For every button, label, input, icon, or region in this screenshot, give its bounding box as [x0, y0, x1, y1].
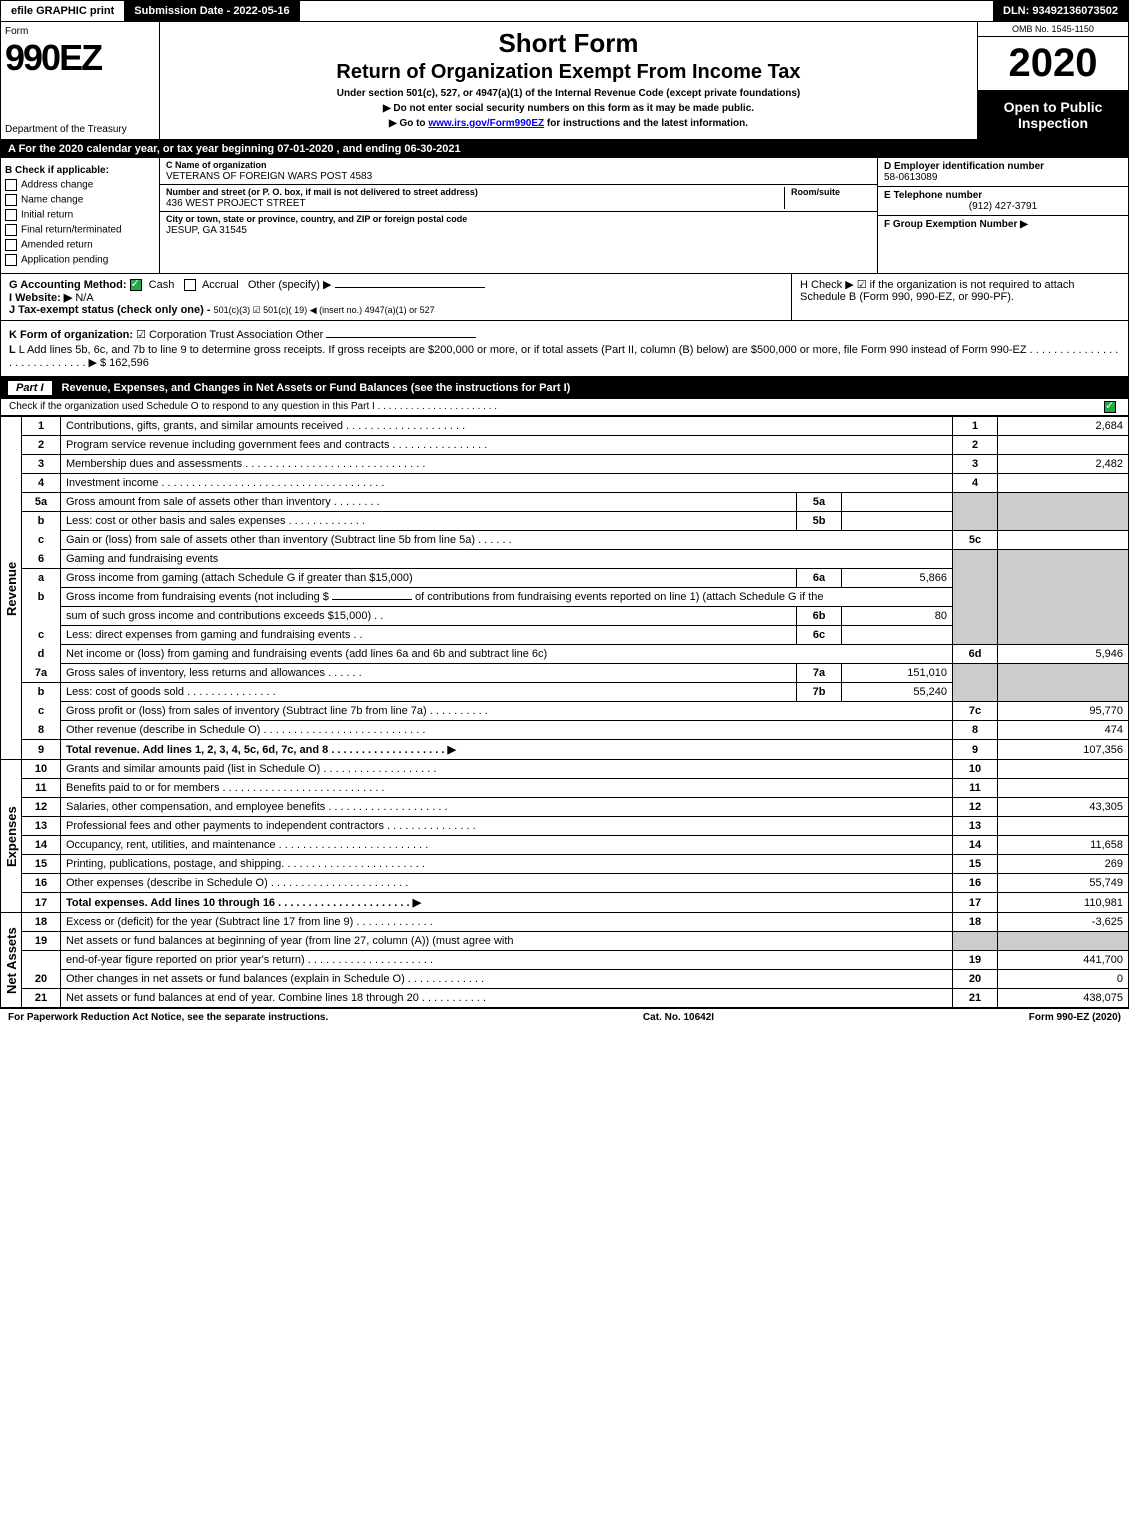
cat-number: Cat. No. 10642I [643, 1012, 714, 1023]
c-label: C Name of organization [166, 160, 267, 170]
addr-label: Number and street (or P. O. box, if mail… [166, 187, 478, 197]
checkbox-column: B Check if applicable: Address change Na… [1, 158, 160, 273]
line19-amt: 441,700 [998, 951, 1129, 970]
page-footer: For Paperwork Reduction Act Notice, see … [0, 1008, 1129, 1026]
dln-label: DLN: 93492136073502 [993, 1, 1128, 21]
line12-amt: 43,305 [998, 798, 1129, 817]
line11-amt [998, 779, 1129, 798]
line8-amt: 474 [998, 721, 1129, 740]
short-form-title: Short Form [164, 28, 973, 59]
netassets-section-label: Net Assets [1, 913, 22, 1008]
accounting-method: G Accounting Method: Cash Accrual Other … [9, 278, 783, 291]
subtitle: Under section 501(c), 527, or 4947(a)(1)… [164, 88, 973, 99]
ein-label: D Employer identification number [884, 161, 1044, 172]
irs-link[interactable]: www.irs.gov/Form990EZ [428, 118, 544, 129]
org-name: VETERANS OF FOREIGN WARS POST 4583 [166, 171, 372, 182]
form-id-box: Form 990EZ Department of the Treasury [1, 22, 160, 139]
room-label: Room/suite [791, 187, 840, 197]
form-number: 990EZ [5, 37, 155, 79]
schedule-b-check: H Check ▶ ☑ if the organization is not r… [791, 274, 1128, 320]
year-box: OMB No. 1545-1150 2020 Open to Public In… [977, 22, 1128, 139]
line6d-amt: 5,946 [998, 645, 1129, 664]
line5c-amt [998, 531, 1129, 550]
line2-amt [998, 436, 1129, 455]
line1-amt: 2,684 [998, 417, 1129, 436]
revenue-section-label: Revenue [1, 417, 22, 760]
k-l-rows: K Form of organization: ☑ Corporation Tr… [0, 321, 1129, 377]
line15-amt: 269 [998, 855, 1129, 874]
line18-amt: -3,625 [998, 913, 1129, 932]
efile-label[interactable]: efile GRAPHIC print [1, 1, 124, 21]
line6c-amt [842, 626, 953, 645]
expenses-section-label: Expenses [1, 760, 22, 913]
tax-year-row: A For the 2020 calendar year, or tax yea… [0, 140, 1129, 158]
tax-exempt-status: J Tax-exempt status (check only one) - 5… [9, 304, 783, 316]
omb-number: OMB No. 1545-1150 [978, 22, 1128, 37]
ein-value: 58-0613089 [884, 172, 937, 183]
part1-subnote: Check if the organization used Schedule … [0, 399, 1129, 416]
part1-header: Part I Revenue, Expenses, and Changes in… [0, 377, 1129, 399]
chk-name[interactable]: Name change [5, 194, 155, 206]
form-ref: Form 990-EZ (2020) [1029, 1012, 1121, 1023]
line7a-amt: 151,010 [842, 664, 953, 683]
open-public: Open to Public Inspection [978, 91, 1128, 139]
chk-final[interactable]: Final return/terminated [5, 224, 155, 236]
schedule-o-check[interactable] [1104, 401, 1116, 413]
line7b-amt: 55,240 [842, 683, 953, 702]
form-header: Form 990EZ Department of the Treasury Sh… [0, 22, 1129, 140]
org-street: 436 WEST PROJECT STREET [166, 198, 306, 209]
paperwork-notice: For Paperwork Reduction Act Notice, see … [8, 1012, 328, 1023]
gross-receipts: 162,596 [109, 357, 149, 369]
org-city: JESUP, GA 31545 [166, 225, 247, 236]
chk-accrual[interactable] [184, 279, 196, 291]
chk-address[interactable]: Address change [5, 179, 155, 191]
submission-date: Submission Date - 2022-05-16 [124, 1, 299, 21]
section-b-label: B Check if applicable: [5, 165, 155, 176]
line21-amt: 438,075 [998, 989, 1129, 1008]
phone-label: E Telephone number [884, 190, 982, 201]
ssn-note: ▶ Do not enter social security numbers o… [164, 103, 973, 114]
website-value: N/A [75, 292, 93, 304]
top-bar: efile GRAPHIC print Submission Date - 20… [0, 0, 1129, 22]
line3-amt: 2,482 [998, 455, 1129, 474]
line17-amt: 110,981 [998, 893, 1129, 913]
tax-year: 2020 [978, 37, 1128, 91]
line14-amt: 11,658 [998, 836, 1129, 855]
line5a-amt [842, 493, 953, 512]
form-title-box: Short Form Return of Organization Exempt… [160, 22, 977, 139]
org-right-column: D Employer identification number 58-0613… [877, 158, 1128, 273]
line16-amt: 55,749 [998, 874, 1129, 893]
chk-pending[interactable]: Application pending [5, 254, 155, 266]
form-org-type: K Form of organization: ☑ Corporation Tr… [9, 328, 1120, 341]
line20-amt: 0 [998, 970, 1129, 989]
line13-amt [998, 817, 1129, 836]
return-title: Return of Organization Exempt From Incom… [164, 61, 973, 84]
line9-amt: 107,356 [998, 740, 1129, 760]
part1-table: Revenue 1Contributions, gifts, grants, a… [0, 416, 1129, 1008]
line7c-amt: 95,770 [998, 702, 1129, 721]
city-label: City or town, state or province, country… [166, 214, 467, 224]
dept-label: Department of the Treasury [5, 124, 155, 135]
line4-amt [998, 474, 1129, 493]
form-label: Form [5, 26, 155, 37]
org-info-block: B Check if applicable: Address change Na… [0, 158, 1129, 274]
chk-amended[interactable]: Amended return [5, 239, 155, 251]
line5b-amt [842, 512, 953, 531]
line6a-amt: 5,866 [842, 569, 953, 588]
chk-cash[interactable] [130, 279, 142, 291]
phone-value: (912) 427-3791 [884, 201, 1122, 212]
line10-amt [998, 760, 1129, 779]
line6b-amt: 80 [842, 607, 953, 626]
website-row: I Website: ▶ N/A [9, 291, 783, 304]
part1-badge: Part I [8, 381, 52, 395]
chk-initial[interactable]: Initial return [5, 209, 155, 221]
group-exempt-label: F Group Exemption Number ▶ [884, 219, 1028, 230]
gross-receipts-line: L L Add lines 5b, 6c, and 7b to line 9 t… [9, 344, 1120, 369]
org-name-address: C Name of organization VETERANS OF FOREI… [160, 158, 877, 273]
accounting-website-row: G Accounting Method: Cash Accrual Other … [0, 274, 1129, 321]
goto-note: ▶ Go to www.irs.gov/Form990EZ for instru… [164, 118, 973, 129]
part1-title: Revenue, Expenses, and Changes in Net As… [62, 382, 571, 394]
